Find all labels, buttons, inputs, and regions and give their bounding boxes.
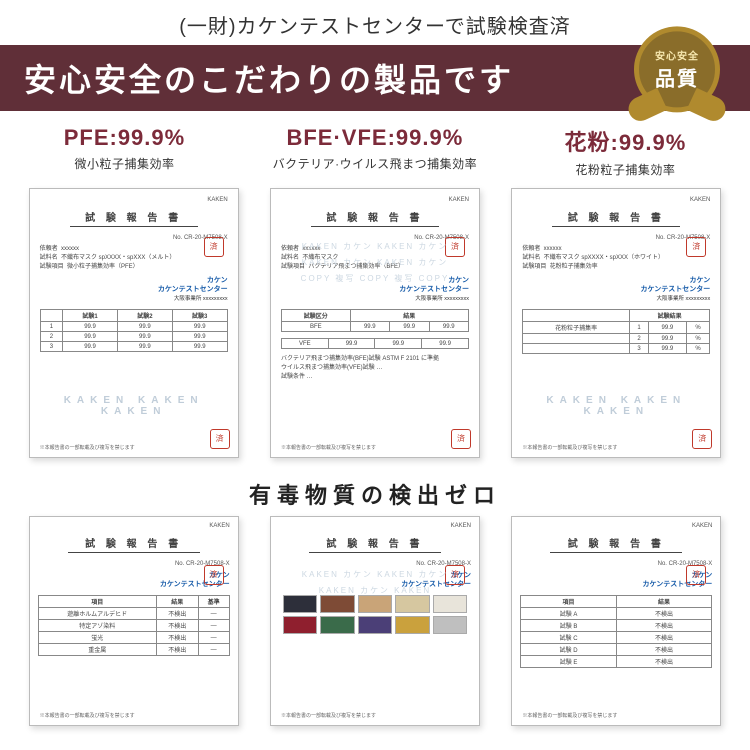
seal-text-main: 品質	[655, 62, 699, 91]
doc-kaken: KAKEN	[281, 197, 469, 203]
stamp-icon: 済	[686, 237, 706, 257]
doc-kaken: KAKEN	[520, 523, 712, 529]
watermark: KAKEN KAKEN KAKEN	[30, 395, 238, 417]
doc-meta: 依頼者 xxxxxx試料名 不織布マスク spXXXX・spXXX（メルト）試験…	[40, 245, 228, 272]
stamp-icon: 済	[686, 565, 706, 585]
color-swatch	[283, 595, 317, 613]
color-swatch	[395, 616, 429, 634]
watermark: KAKEN KAKEN KAKEN	[512, 395, 720, 417]
doc-kaken: KAKEN	[279, 523, 471, 529]
quality-seal: 安心安全 品質	[634, 26, 720, 112]
doc-table: 試験結果 花粉粒子捕集率199.9% 299.9% 399.9%	[522, 309, 710, 354]
report-doc-bfe: KAKEN 試 験 報 告 書 No. CR-20-M7508-X 依頼者 xx…	[270, 188, 480, 458]
doc-title: 試 験 報 告 書	[311, 209, 439, 227]
doc-title: 試 験 報 告 書	[552, 209, 680, 227]
doc-center: カケン カケンテストセンター	[520, 571, 712, 589]
doc-kaken: KAKEN	[40, 197, 228, 203]
stamp-icon: 済	[204, 565, 224, 585]
banner-text: 安心安全のこだわりの製品です	[24, 62, 514, 98]
stamp-icon: 済	[445, 237, 465, 257]
doc-table: 項目結果 試験 A不検出 試験 B不検出 試験 C不検出 試験 D不検出 試験 …	[520, 595, 712, 668]
doc-footer: ※本報告書の一部転載及び複写を禁じます	[281, 712, 376, 719]
section2-title: 有毒物質の検出ゼロ	[0, 468, 750, 516]
doc-table: 項目結果基準 遊離ホルムアルデヒド不検出— 特定アゾ染料不検出— 蛍光不検出— …	[38, 595, 230, 656]
doc-meta: 依頼者 xxxxxx試料名 不織布マスク試験項目 バクテリア飛まつ捕集効率（BF…	[281, 245, 469, 272]
stamp-icon: 済	[445, 565, 465, 585]
doc-title: 試 験 報 告 書	[550, 535, 682, 553]
doc-kaken: KAKEN	[38, 523, 230, 529]
color-swatch	[358, 616, 392, 634]
doc-footer: ※本報告書の一部転載及び複写を禁じます	[40, 712, 135, 719]
color-swatch	[433, 616, 467, 634]
doc-title: 試 験 報 告 書	[309, 535, 441, 553]
stat-title: PFE:99.9%	[64, 125, 186, 151]
report-doc-pfe: KAKEN 試 験 報 告 書 No. CR-20-M7508-X 依頼者 xx…	[29, 188, 239, 458]
doc-table: 試験区分結果 BFE99.999.999.9	[281, 309, 469, 332]
color-swatch	[320, 616, 354, 634]
doc-center: カケン カケンテストセンター	[38, 571, 230, 589]
doc-kaken: KAKEN	[522, 197, 710, 203]
stat-bfe-vfe: BFE·VFE:99.9% バクテリア·ウイルス飛まつ捕集効率	[273, 125, 478, 178]
doc-center: カケン カケンテストセンター	[279, 571, 471, 589]
doc-meta: 依頼者 xxxxxx試料名 不織布マスク spXXXX・spXXX（ホワイト）試…	[522, 245, 710, 272]
stat-pfe: PFE:99.9% 微小粒子捕集効率	[64, 125, 186, 178]
documents-row-bottom: KAKEN 試 験 報 告 書 No. CR-20-M7508-X カケン カケ…	[0, 516, 750, 736]
doc-ref: No. CR-20-M7508-X	[40, 235, 228, 241]
color-swatch	[395, 595, 429, 613]
doc-title: 試 験 報 告 書	[70, 209, 198, 227]
doc-table: 試験1試験2試験3 199.999.999.9 299.999.999.9 39…	[40, 309, 228, 352]
stat-sub: 花粉粒子捕集効率	[565, 161, 687, 178]
doc-ref: No. CR-20-M7508-X	[279, 561, 471, 567]
doc-center: カケン カケンテストセンター 大阪事業所 xxxxxxxxx	[40, 276, 228, 303]
color-swatch	[283, 616, 317, 634]
doc-ref: No. CR-20-M7508-X	[281, 235, 469, 241]
stat-pollen: 花粉:99.9% 花粉粒子捕集効率	[565, 125, 687, 178]
doc-ref: No. CR-20-M7508-X	[520, 561, 712, 567]
banner: 安心安全のこだわりの製品です 安心安全 品質	[0, 45, 750, 111]
seal-text-top: 安心安全	[655, 47, 699, 62]
color-swatch	[320, 595, 354, 613]
doc-footer: ※本報告書の一部転載及び複写を禁じます	[522, 712, 617, 719]
color-swatch	[358, 595, 392, 613]
stat-sub: 微小粒子捕集効率	[64, 155, 186, 172]
stamp-icon: 済	[210, 429, 230, 449]
report-doc-tox1: KAKEN 試 験 報 告 書 No. CR-20-M7508-X カケン カケ…	[29, 516, 239, 726]
stat-sub: バクテリア·ウイルス飛まつ捕集効率	[273, 155, 478, 172]
stamp-icon: 済	[451, 429, 471, 449]
doc-center: カケン カケンテストセンター 大阪事業所 xxxxxxxxx	[522, 276, 710, 303]
stat-title: 花粉:99.9%	[565, 125, 687, 157]
color-swatch-grid	[283, 595, 467, 634]
doc-footer: ※本報告書の一部転載及び複写を禁じます	[281, 444, 376, 451]
stats-row: PFE:99.9% 微小粒子捕集効率 BFE·VFE:99.9% バクテリア·ウ…	[0, 111, 750, 182]
doc-notes: バクテリア飛まつ捕集効率(BFE)試験 ASTM F 2101 に準拠ウイルス飛…	[281, 355, 469, 382]
doc-table: VFE99.999.999.9	[281, 338, 469, 349]
report-doc-pollen: KAKEN 試 験 報 告 書 No. CR-20-M7508-X 依頼者 xx…	[511, 188, 721, 458]
seal-laurel	[634, 94, 720, 118]
stamp-icon: 済	[204, 237, 224, 257]
doc-title: 試 験 報 告 書	[68, 535, 200, 553]
doc-ref: No. CR-20-M7508-X	[522, 235, 710, 241]
doc-ref: No. CR-20-M7508-X	[38, 561, 230, 567]
doc-footer: ※本報告書の一部転載及び複写を禁じます	[40, 444, 135, 451]
report-doc-tox2: KAKEN 試 験 報 告 書 No. CR-20-M7508-X カケン カケ…	[270, 516, 480, 726]
documents-row-top: KAKEN 試 験 報 告 書 No. CR-20-M7508-X 依頼者 xx…	[0, 182, 750, 468]
doc-center: カケン カケンテストセンター 大阪事業所 xxxxxxxxx	[281, 276, 469, 303]
stat-title: BFE·VFE:99.9%	[273, 125, 478, 151]
report-doc-tox3: KAKEN 試 験 報 告 書 No. CR-20-M7508-X カケン カケ…	[511, 516, 721, 726]
stamp-icon: 済	[692, 429, 712, 449]
doc-footer: ※本報告書の一部転載及び複写を禁じます	[522, 444, 617, 451]
color-swatch	[433, 595, 467, 613]
